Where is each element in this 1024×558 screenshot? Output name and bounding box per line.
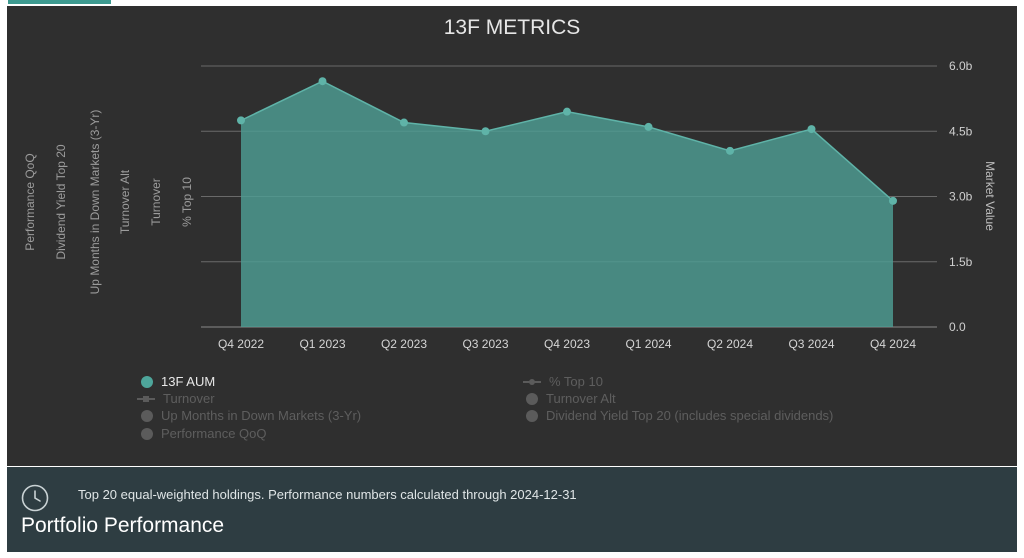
legend-label: Dividend Yield Top 20 (includes special … (546, 408, 834, 423)
legend-label: Up Months in Down Markets (3-Yr) (161, 408, 362, 423)
series-area (241, 81, 893, 327)
data-point (889, 196, 897, 205)
data-point (237, 116, 245, 125)
x-tick-label: Q4 2023 (544, 337, 590, 351)
chart-panel: 13F METRICS 0.0 1.5b 3.0b 4.5b 6.0b Market Val… (7, 6, 1017, 466)
y-tick-label: 0.0 (949, 320, 966, 334)
y-tick-label: 6.0b (949, 59, 973, 73)
y-axis-title: Market Value (983, 161, 997, 231)
legend-label: Performance QoQ (161, 426, 267, 441)
x-tick-label: Q2 2024 (707, 337, 753, 351)
clock-icon (21, 484, 49, 512)
data-point (481, 127, 490, 136)
circle-marker-icon (526, 392, 538, 405)
x-tick-label: Q3 2023 (462, 337, 508, 351)
performance-note: Top 20 equal-weighted holdings. Performa… (78, 487, 577, 502)
data-point (400, 118, 408, 127)
portfolio-performance-card: Top 20 equal-weighted holdings. Performa… (7, 467, 1017, 552)
legend-item-up-months[interactable]: Up Months in Down Markets (3-Yr) (141, 408, 361, 423)
top-accent-bar (8, 0, 111, 4)
legend-item-turnover-alt[interactable]: Turnover Alt (526, 391, 616, 406)
circle-marker-icon (526, 409, 538, 422)
data-point (644, 122, 653, 131)
y-tick-label: 3.0b (949, 190, 973, 204)
legend-label: % Top 10 (549, 374, 603, 389)
x-tick-label: Q4 2024 (870, 337, 916, 351)
legend-item-performance-qoq[interactable]: Performance QoQ (141, 426, 267, 441)
x-tick-label: Q3 2024 (788, 337, 834, 351)
section-title: Portfolio Performance (21, 514, 225, 537)
x-tick-label: Q2 2023 (381, 337, 427, 351)
x-tick-label: Q1 2024 (625, 337, 671, 351)
data-point (318, 77, 327, 86)
legend-label: Turnover Alt (546, 391, 616, 406)
legend-item-13f-aum[interactable]: 13F AUM (141, 374, 215, 389)
left-axis-label: Turnover (149, 178, 163, 226)
legend-label: Turnover (163, 391, 215, 406)
left-axis-label: Performance QoQ (23, 153, 37, 250)
x-tick-label: Q4 2022 (218, 337, 264, 351)
circle-marker-icon (141, 427, 153, 440)
legend-item-top-10[interactable]: % Top 10 (523, 374, 603, 389)
line-square-marker-icon (137, 393, 155, 405)
chart-title: 13F METRICS (444, 16, 581, 39)
circle-marker-icon (141, 375, 153, 388)
left-axis-label: % Top 10 (180, 177, 194, 227)
left-axis-label: Turnover Alt (118, 169, 132, 234)
data-point (726, 146, 734, 155)
x-tick-label: Q1 2023 (299, 337, 345, 351)
legend-label: 13F AUM (161, 374, 216, 389)
left-axis-label: Up Months in Down Markets (3-Yr) (88, 110, 102, 295)
y-tick-label: 1.5b (949, 255, 973, 269)
data-point (563, 107, 571, 116)
y-tick-label: 4.5b (949, 124, 973, 138)
metrics-chart: 13F METRICS 0.0 1.5b 3.0b 4.5b 6.0b Market Val… (23, 16, 997, 351)
left-axis-label: Dividend Yield Top 20 (54, 144, 68, 260)
circle-marker-icon (141, 409, 153, 422)
legend-item-dividend-yield[interactable]: Dividend Yield Top 20 (includes special … (526, 408, 833, 423)
data-point (807, 125, 816, 134)
legend-item-turnover[interactable]: Turnover (137, 391, 215, 406)
line-dot-marker-icon (523, 376, 541, 388)
